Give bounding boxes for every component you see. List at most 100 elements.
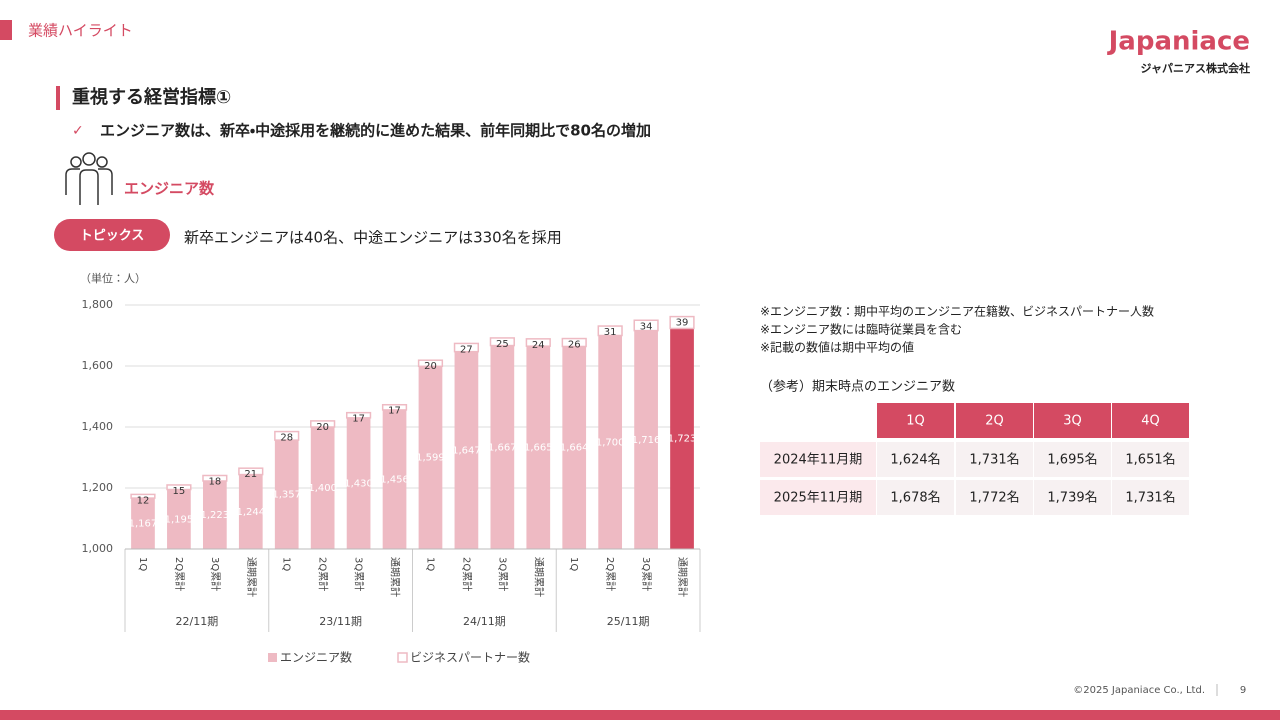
table-cell <box>877 480 954 515</box>
partner-label: 18 <box>208 476 221 487</box>
company: ジャパニアス株式会社 <box>1141 61 1250 75</box>
engineer-bar <box>490 345 515 549</box>
x-tick-label: 1Q <box>281 557 292 571</box>
partner-bar <box>130 493 156 499</box>
partner-bar <box>381 403 408 411</box>
engineer-bar <box>562 346 587 549</box>
table-header-text: 3Q <box>1063 414 1082 429</box>
table-cell-text: 1,624名 <box>890 452 940 468</box>
engineer-bar <box>382 409 407 549</box>
y-tick-label: 1,200 <box>82 481 114 494</box>
page-number: 9 <box>1240 685 1246 696</box>
x-tick-label: 通期累計 <box>532 557 544 597</box>
x-tick-label: 3Q累計 <box>209 557 221 591</box>
engineer-label: 1,667 <box>488 442 517 453</box>
y-tick-label: 1,600 <box>82 359 114 372</box>
table-cell-text: 1,651名 <box>1125 452 1175 468</box>
engineer-bar <box>202 480 227 549</box>
table-cell <box>760 480 876 515</box>
table-cell <box>760 442 876 477</box>
engineer-bar <box>274 440 299 549</box>
note: ※エンジニア数には臨時従業員を含む <box>760 322 962 337</box>
partner-bar <box>310 420 336 428</box>
x-tick-label: 3Q累計 <box>640 557 652 591</box>
engineer-label: 1,244 <box>236 507 265 518</box>
partner-label: 26 <box>568 340 581 351</box>
section-label: 業績ハイライト <box>28 22 133 40</box>
table-cell-text: 1,731名 <box>969 452 1019 468</box>
partner-label: 21 <box>244 469 257 480</box>
engineer-bar <box>418 366 443 549</box>
table-cell <box>1112 442 1189 477</box>
partner-label: 31 <box>604 327 617 338</box>
engineer-label: 1,700 <box>596 437 625 448</box>
table-cell-text: 2025年11月期 <box>774 491 863 506</box>
copyright: ©2025 Japaniace Co., Ltd. <box>1073 685 1205 696</box>
table-cell <box>1034 442 1111 477</box>
engineer-bar <box>131 498 155 549</box>
partner-bar <box>561 337 587 348</box>
y-tick-label: 1,000 <box>82 542 114 555</box>
table-cell-text: 1,731名 <box>1125 490 1175 506</box>
engineer-label: 1,665 <box>524 443 553 454</box>
legend-label: ビジネスパートナー数 <box>410 650 530 665</box>
x-tick-label: 3Q累計 <box>496 557 508 591</box>
engineer-label: 1,430 <box>344 478 373 489</box>
engineer-label: 1,723 <box>668 434 697 445</box>
group-label: 23/11期 <box>319 615 362 628</box>
engineer-label: 1,400 <box>308 483 337 494</box>
engineer-bar <box>238 474 263 549</box>
section-marker <box>0 20 12 40</box>
table-header-text: 1Q <box>906 414 925 429</box>
engineer-bar <box>634 330 658 549</box>
x-tick-label: 通期累計 <box>389 557 401 597</box>
engineer-label: 1,167 <box>129 519 158 530</box>
x-tick-label: 2Q累計 <box>460 557 472 591</box>
engineer-label: 1,599 <box>416 453 445 464</box>
legend-swatch <box>268 653 277 662</box>
table-title: （参考）期末時点のエンジニア数 <box>760 380 955 395</box>
partner-bar <box>166 484 192 491</box>
partner-bar <box>274 430 300 441</box>
partner-label: 20 <box>424 361 437 372</box>
partner-bar <box>417 359 444 368</box>
engineer-bar <box>526 346 551 549</box>
engineer-label: 1,456 <box>380 474 409 485</box>
table-cell-text: 1,695名 <box>1047 452 1097 468</box>
unit-label: （単位：人） <box>80 271 146 285</box>
engineer-bar <box>167 489 191 549</box>
table-header-text: 2Q <box>985 414 1004 429</box>
table-cell <box>1034 480 1111 515</box>
partner-label: 20 <box>316 422 329 433</box>
engineer-bar <box>454 351 479 549</box>
group-label: 22/11期 <box>176 615 219 628</box>
table-cell-text: 1,678名 <box>890 490 940 506</box>
engineer-label: 1,664 <box>560 443 589 454</box>
group-label: 25/11期 <box>607 615 650 628</box>
table-header-cell <box>877 403 954 438</box>
partner-label: 17 <box>388 406 401 417</box>
table-cell-text: 1,772名 <box>969 490 1019 506</box>
bullet: エンジニア数は、新卒・中途採用を継続的に進めた結果、前年同期比で80名の増加 <box>100 122 651 140</box>
partner-label: 15 <box>173 486 186 497</box>
partner-bar <box>345 411 372 419</box>
note: ※記載の数値は期中平均の値 <box>760 340 914 355</box>
engineer-bar <box>346 417 371 549</box>
legend-swatch <box>397 652 408 663</box>
table-header-cell <box>1112 403 1189 438</box>
x-tick-label: 2Q累計 <box>604 557 616 591</box>
table-header-cell <box>956 403 1033 438</box>
engineer-bar <box>598 335 623 549</box>
people-icon <box>65 152 113 205</box>
bottom-bar <box>0 710 1280 720</box>
partner-bar <box>238 467 264 476</box>
partner-label: 28 <box>280 433 293 444</box>
table-cell <box>956 480 1033 515</box>
table-cell <box>956 442 1033 477</box>
topic-badge-text: トピックス <box>80 229 145 244</box>
title-marker <box>56 86 60 110</box>
x-tick-label: 3Q累計 <box>353 557 365 591</box>
table-cell-text: 2024年11月期 <box>774 453 863 468</box>
table-cell <box>1112 480 1189 515</box>
partner-bar <box>525 338 551 347</box>
